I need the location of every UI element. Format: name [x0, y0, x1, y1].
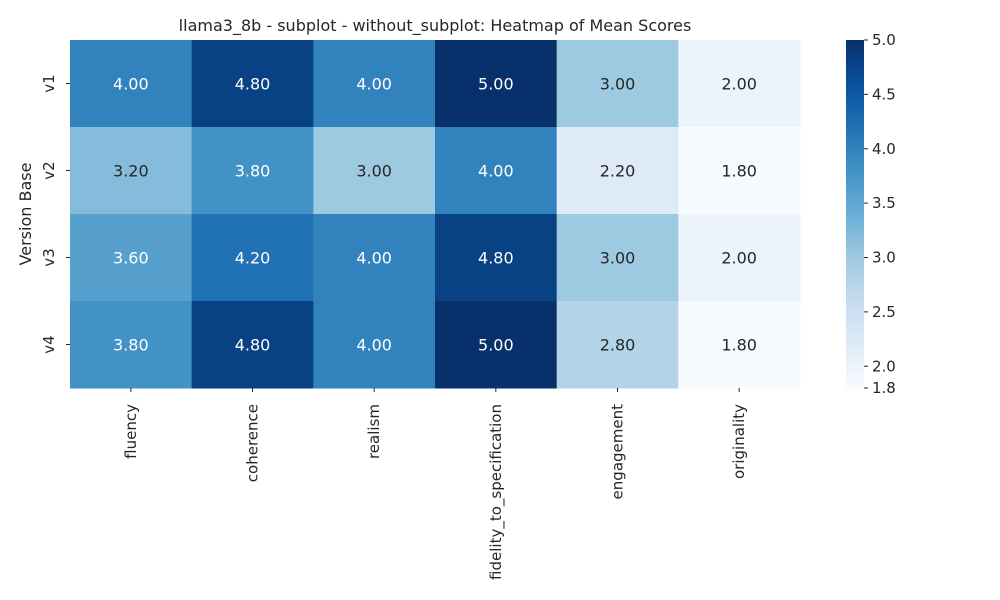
cell-value-label: 4.00	[356, 249, 392, 268]
x-tick-label: engagement	[609, 404, 627, 500]
heatmap-cell	[678, 214, 801, 302]
heatmap-cell	[313, 127, 436, 215]
colorbar-tick-label: 3.5	[872, 194, 896, 212]
heatmap-cell	[313, 214, 436, 302]
cell-value-label: 3.80	[113, 336, 149, 355]
y-axis-label: Version Base	[16, 163, 35, 266]
cell-value-label: 3.00	[600, 249, 636, 268]
heatmap-cell	[556, 40, 679, 128]
heatmap-cell	[556, 214, 679, 302]
heatmap-cell	[70, 40, 193, 128]
cell-value-label: 3.60	[113, 249, 149, 268]
heatmap-cell	[435, 214, 558, 302]
heatmap-cell	[313, 40, 436, 128]
cell-value-label: 5.00	[478, 336, 514, 355]
heatmap-cell	[435, 127, 558, 215]
heatmap-cell	[70, 127, 193, 215]
cell-value-label: 4.80	[235, 336, 271, 355]
cell-value-label: 4.00	[113, 75, 149, 94]
heatmap-cell	[556, 127, 679, 215]
heatmap-cell	[70, 301, 193, 389]
cell-value-label: 2.80	[600, 336, 636, 355]
x-tick-label: coherence	[244, 404, 262, 482]
heatmap-cells: 4.00 4.80 4.00 5.00 3.00 2.00 3.20 3.80 3.00 4.00…	[70, 40, 801, 389]
heatmap-cell	[70, 214, 193, 302]
y-tick-label: v4	[40, 335, 58, 353]
colorbar-tick-label: 4.0	[872, 140, 896, 158]
heatmap-cell	[678, 301, 801, 389]
heatmap-cell	[435, 301, 558, 389]
y-tick-labels: v1 v2 v3 v4	[40, 74, 70, 354]
y-tick-label: v1	[40, 74, 58, 92]
heatmap-cell	[191, 40, 314, 128]
colorbar-ticks: 1.8 2.0 2.5 3.0 3.5 4.0 4.5 5.0	[864, 31, 896, 397]
heatmap-cell	[678, 127, 801, 215]
colorbar-tick-label: 2.0	[872, 357, 896, 375]
heatmap-cell	[556, 301, 679, 389]
cell-value-label: 4.80	[235, 75, 271, 94]
y-tick-label: v2	[40, 161, 58, 179]
cell-value-label: 2.00	[721, 75, 757, 94]
colorbar-tick-label: 5.0	[872, 31, 896, 49]
x-tick-label: originality	[730, 404, 748, 479]
cell-value-label: 4.80	[478, 249, 514, 268]
cell-value-label: 4.00	[356, 75, 392, 94]
cell-value-label: 4.00	[356, 336, 392, 355]
x-tick-label: realism	[365, 404, 383, 459]
heatmap-cell	[191, 214, 314, 302]
cell-value-label: 5.00	[478, 75, 514, 94]
x-tick-label: fluency	[122, 404, 140, 459]
heatmap-cell	[191, 301, 314, 389]
heatmap-cell	[191, 127, 314, 215]
colorbar-tick-label: 2.5	[872, 303, 896, 321]
cell-value-label: 3.00	[600, 75, 636, 94]
cell-value-label: 3.20	[113, 162, 149, 181]
cell-value-label: 3.80	[235, 162, 271, 181]
colorbar-tick-label: 1.8	[872, 379, 896, 397]
colorbar-tick-label: 3.0	[872, 249, 896, 267]
cell-value-label: 4.20	[235, 249, 271, 268]
cell-value-label: 4.00	[478, 162, 514, 181]
colorbar-tick-label: 4.5	[872, 85, 896, 103]
x-tick-labels: fluency coherence realism fidelity_to_speci…	[122, 388, 748, 580]
cell-value-label: 3.00	[356, 162, 392, 181]
y-tick-label: v3	[40, 248, 58, 266]
heatmap-cell	[435, 40, 558, 128]
heatmap-cell	[313, 301, 436, 389]
colorbar	[846, 40, 864, 388]
x-tick-label: fidelity_to_specification	[487, 404, 506, 580]
cell-value-label: 1.80	[721, 162, 757, 181]
chart-title: llama3_8b - subplot - without_subplot: H…	[179, 16, 692, 36]
heatmap-cell	[678, 40, 801, 128]
cell-value-label: 2.20	[600, 162, 636, 181]
cell-value-label: 2.00	[721, 249, 757, 268]
cell-value-label: 1.80	[721, 336, 757, 355]
